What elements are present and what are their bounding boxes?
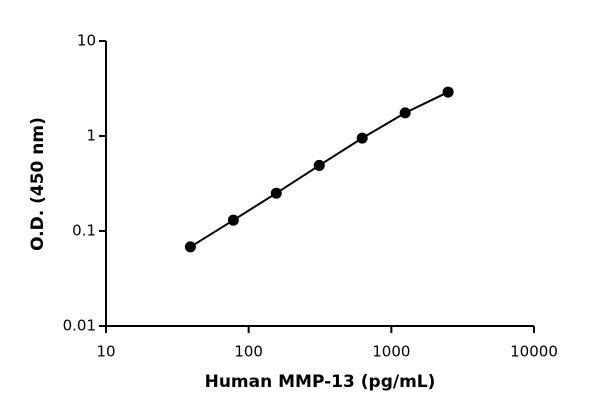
data-point <box>313 159 325 171</box>
y-tick-label: 10 <box>77 32 96 50</box>
x-axis-title: Human MMP-13 (pg/mL) <box>205 372 436 392</box>
y-tick-label: 0.01 <box>63 317 96 335</box>
data-point <box>442 86 454 98</box>
x-tick-label: 10000 <box>510 343 558 361</box>
x-tick-label: 100 <box>234 343 263 361</box>
y-axis-title: O.D. (450 nm) <box>28 117 48 251</box>
data-point <box>270 187 282 199</box>
data-point <box>399 107 411 119</box>
data-point <box>184 241 196 253</box>
data-point <box>227 214 239 226</box>
y-tick-label: 1 <box>86 127 96 145</box>
y-tick-label: 0.1 <box>72 222 96 240</box>
x-tick-label: 1000 <box>372 343 410 361</box>
x-tick-label: 10 <box>96 343 115 361</box>
data-point <box>356 132 368 144</box>
